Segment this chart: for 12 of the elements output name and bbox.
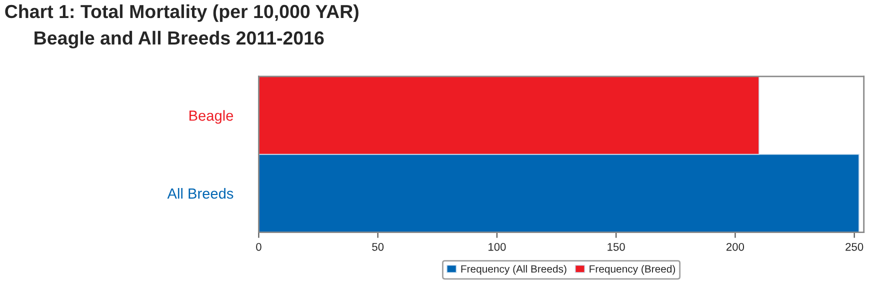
x-tick-label: 250: [846, 242, 864, 251]
chart-subtitle: Beagle and All Breeds 2011-2016: [34, 30, 324, 48]
x-tick-label: 100: [488, 242, 506, 251]
legend-label: Frequency (All Breeds): [461, 265, 566, 275]
x-tick-label: 50: [372, 242, 384, 251]
x-tick-label: 0: [256, 242, 262, 251]
y-tick-label: All Breeds: [167, 188, 234, 199]
legend-label: Frequency (Breed): [590, 265, 676, 275]
y-tick-label: Beagle: [190, 110, 234, 124]
chart-title: Chart 1: Total Mortality (per 10,000 YAR): [5, 4, 358, 22]
x-tick-label: 150: [608, 242, 625, 251]
x-tick-label: 200: [726, 242, 744, 251]
